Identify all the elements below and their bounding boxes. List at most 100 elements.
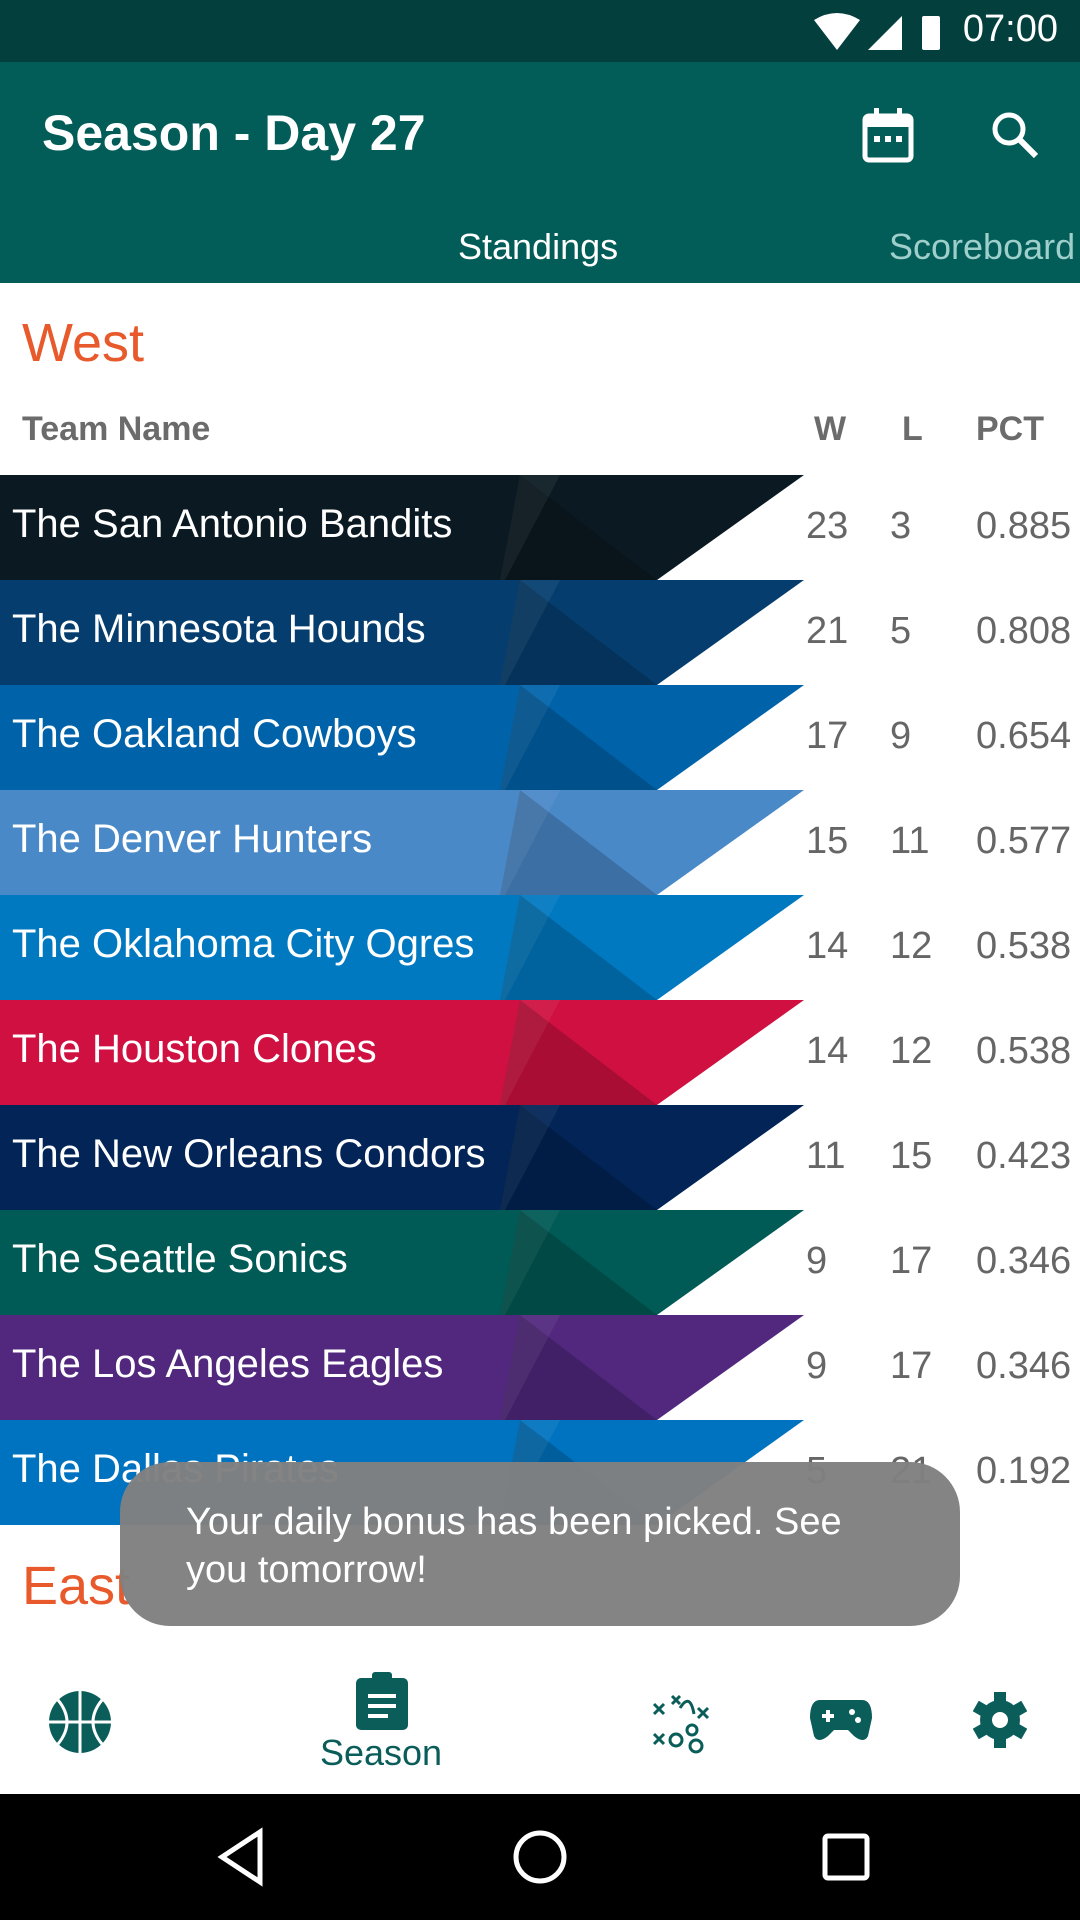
team-row: The Denver Hunters 15 11 0.577 bbox=[0, 790, 1080, 895]
team-name: The Oakland Cowboys bbox=[12, 712, 417, 756]
team-row: The Los Angeles Eagles 9 17 0.346 bbox=[0, 1315, 1080, 1420]
calendar-button[interactable] bbox=[862, 108, 914, 164]
losses: 11 bbox=[890, 820, 930, 862]
team-name: The Minnesota Hounds bbox=[12, 607, 426, 651]
column-header: W bbox=[814, 410, 847, 448]
team-banner bbox=[0, 790, 804, 895]
nav-basketball[interactable] bbox=[46, 1688, 114, 1756]
banner-shape bbox=[0, 580, 804, 685]
team-row: The Seattle Sonics 9 17 0.346 bbox=[0, 1210, 1080, 1315]
wins: 14 bbox=[806, 925, 849, 967]
tab[interactable]: Standings bbox=[458, 226, 619, 267]
app-bar: Season - Day 27 bbox=[0, 62, 1080, 210]
banner-shape bbox=[0, 475, 804, 580]
team-banner bbox=[0, 1210, 804, 1315]
banner-shape bbox=[0, 685, 804, 790]
banner-light bbox=[500, 790, 560, 895]
banner-shape bbox=[0, 895, 804, 1000]
column-header: PCT bbox=[976, 410, 1044, 448]
toast-message: Your daily bonus has been picked. See yo… bbox=[186, 1501, 842, 1591]
team-name: The New Orleans Condors bbox=[12, 1132, 486, 1176]
wins: 21 bbox=[806, 610, 849, 652]
team-banner bbox=[0, 895, 804, 1000]
team-banner bbox=[0, 685, 804, 790]
status-icons bbox=[814, 13, 940, 50]
team-banner bbox=[0, 1000, 804, 1105]
banner-shape bbox=[0, 1315, 804, 1420]
losses: 3 bbox=[890, 505, 912, 547]
tab-bar: Standings Scoreboard bbox=[0, 210, 1080, 283]
win-pct: 0.538 bbox=[976, 1030, 1072, 1072]
team-row: The New Orleans Condors 11 15 0.423 bbox=[0, 1105, 1080, 1210]
section-title: West bbox=[22, 313, 145, 373]
team-name: The Houston Clones bbox=[12, 1027, 377, 1071]
team-row: The San Antonio Bandits 23 3 0.885 bbox=[0, 475, 1080, 580]
nav-playbook[interactable] bbox=[650, 1688, 714, 1754]
banner-shade bbox=[500, 1315, 657, 1420]
wins: 17 bbox=[806, 715, 849, 757]
banner-shade bbox=[500, 685, 657, 790]
banner-light bbox=[500, 685, 560, 790]
banner-shade bbox=[500, 580, 657, 685]
banner-shape bbox=[0, 1105, 804, 1210]
banner-shade bbox=[500, 1210, 657, 1315]
nav-label: Season bbox=[319, 1732, 443, 1773]
wins: 9 bbox=[806, 1240, 828, 1282]
toast: Your daily bonus has been picked. See yo… bbox=[120, 1462, 960, 1626]
win-pct: 0.423 bbox=[976, 1135, 1072, 1177]
banner-shade bbox=[500, 1000, 657, 1105]
losses: 12 bbox=[890, 925, 933, 967]
win-pct: 0.577 bbox=[976, 820, 1072, 862]
search-button[interactable] bbox=[990, 110, 1040, 160]
banner-shade bbox=[500, 790, 657, 895]
system-nav bbox=[0, 1794, 1080, 1920]
banner-light bbox=[500, 1210, 560, 1315]
win-pct: 0.346 bbox=[976, 1240, 1072, 1282]
banner-shape bbox=[0, 1000, 804, 1105]
banner-shape bbox=[0, 1210, 804, 1315]
win-pct: 0.654 bbox=[976, 715, 1072, 757]
win-pct: 0.885 bbox=[976, 505, 1072, 547]
team-name: The Denver Hunters bbox=[12, 817, 373, 861]
wins: 23 bbox=[806, 505, 849, 547]
column-header: Team Name bbox=[22, 410, 211, 448]
section-title: East bbox=[22, 1556, 131, 1616]
banner-light bbox=[500, 580, 560, 685]
banner-shade bbox=[500, 1105, 657, 1210]
team-name: The Los Angeles Eagles bbox=[12, 1342, 444, 1386]
banner-shade bbox=[500, 475, 657, 580]
team-banner bbox=[0, 475, 804, 580]
bottom-nav: Season bbox=[0, 1632, 1080, 1794]
nav-settings[interactable] bbox=[972, 1692, 1028, 1748]
team-name: The Oklahoma City Ogres bbox=[12, 922, 475, 966]
win-pct: 0.346 bbox=[976, 1345, 1072, 1387]
wins: 11 bbox=[806, 1135, 846, 1177]
win-pct: 0.192 bbox=[976, 1450, 1072, 1492]
wins: 14 bbox=[806, 1030, 849, 1072]
team-row: The Minnesota Hounds 21 5 0.808 bbox=[0, 580, 1080, 685]
team-name: The San Antonio Bandits bbox=[12, 502, 453, 546]
banner-light bbox=[500, 1000, 560, 1105]
losses: 17 bbox=[890, 1240, 933, 1282]
tab[interactable]: Scoreboard bbox=[889, 226, 1076, 267]
banner-shape bbox=[0, 790, 804, 895]
losses: 9 bbox=[890, 715, 912, 757]
losses: 17 bbox=[890, 1345, 933, 1387]
app-title: Season - Day 27 bbox=[42, 105, 426, 161]
nav-season[interactable] bbox=[354, 1670, 410, 1732]
team-banner bbox=[0, 1105, 804, 1210]
nav-games[interactable] bbox=[810, 1698, 872, 1742]
losses: 12 bbox=[890, 1030, 933, 1072]
banner-shade bbox=[500, 895, 657, 1000]
clock: 07:00 bbox=[962, 8, 1058, 50]
wins: 9 bbox=[806, 1345, 828, 1387]
wins: 15 bbox=[806, 820, 849, 862]
banner-light bbox=[500, 1105, 560, 1210]
losses: 15 bbox=[890, 1135, 933, 1177]
win-pct: 0.808 bbox=[976, 610, 1072, 652]
banner-light bbox=[500, 1315, 560, 1420]
losses: 5 bbox=[890, 610, 912, 652]
team-banner bbox=[0, 1315, 804, 1420]
